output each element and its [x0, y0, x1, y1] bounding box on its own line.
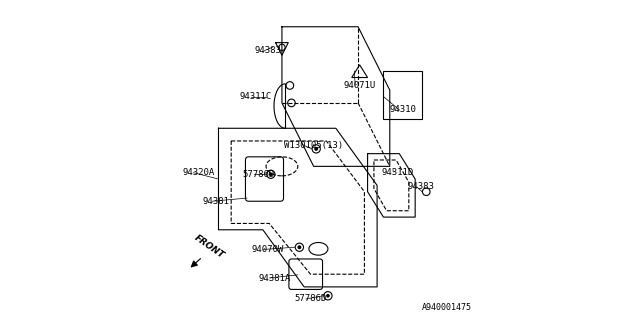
- Text: 94070W: 94070W: [252, 245, 284, 254]
- Text: 94383: 94383: [255, 46, 282, 55]
- Text: FRONT: FRONT: [193, 233, 227, 260]
- Text: 94320A: 94320A: [182, 168, 214, 177]
- Text: 94381: 94381: [203, 197, 230, 206]
- Text: W130105(13): W130105(13): [284, 141, 342, 150]
- Text: 94383: 94383: [407, 182, 434, 191]
- Text: 94311C: 94311C: [239, 92, 271, 101]
- Circle shape: [315, 148, 317, 150]
- Circle shape: [298, 246, 301, 249]
- Text: 94071U: 94071U: [344, 81, 376, 90]
- Text: A940001475: A940001475: [422, 303, 472, 312]
- Text: 94311D: 94311D: [382, 168, 414, 177]
- Text: 57786D: 57786D: [294, 294, 327, 303]
- Text: 94310: 94310: [390, 105, 417, 114]
- Text: 94381A: 94381A: [258, 274, 291, 283]
- Circle shape: [269, 173, 272, 176]
- Text: 57786D: 57786D: [243, 170, 275, 179]
- Circle shape: [326, 294, 329, 297]
